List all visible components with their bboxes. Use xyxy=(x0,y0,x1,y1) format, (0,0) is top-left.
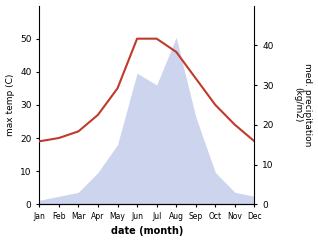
Y-axis label: max temp (C): max temp (C) xyxy=(5,74,15,136)
X-axis label: date (month): date (month) xyxy=(111,227,183,236)
Y-axis label: med. precipitation
(kg/m2): med. precipitation (kg/m2) xyxy=(293,63,313,147)
